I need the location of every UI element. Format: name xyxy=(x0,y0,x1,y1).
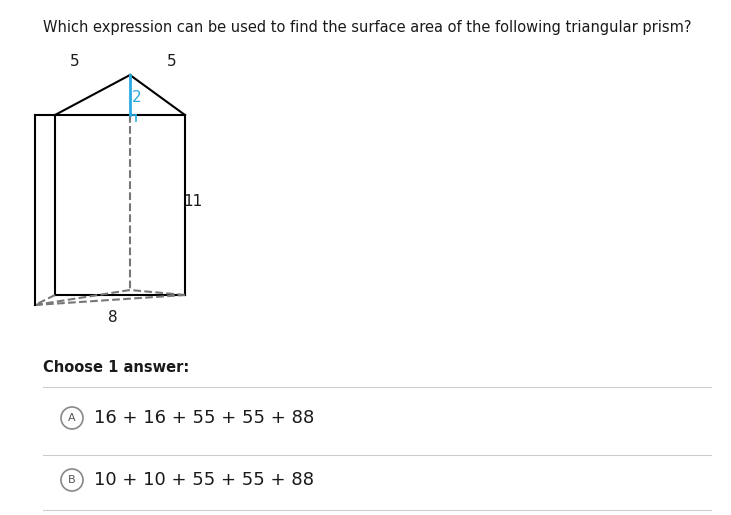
Text: 5: 5 xyxy=(70,55,80,70)
Text: 8: 8 xyxy=(108,311,118,325)
Text: 11: 11 xyxy=(183,195,202,210)
Text: 10 + 10 + 55 + 55 + 88: 10 + 10 + 55 + 55 + 88 xyxy=(94,471,314,489)
Text: Choose 1 answer:: Choose 1 answer: xyxy=(43,360,189,375)
Text: 16 + 16 + 55 + 55 + 88: 16 + 16 + 55 + 55 + 88 xyxy=(94,409,314,427)
Text: 2: 2 xyxy=(132,91,142,106)
Text: Which expression can be used to find the surface area of the following triangula: Which expression can be used to find the… xyxy=(43,20,692,35)
Text: 5: 5 xyxy=(167,55,177,70)
Text: A: A xyxy=(68,413,76,423)
Text: B: B xyxy=(68,475,76,485)
